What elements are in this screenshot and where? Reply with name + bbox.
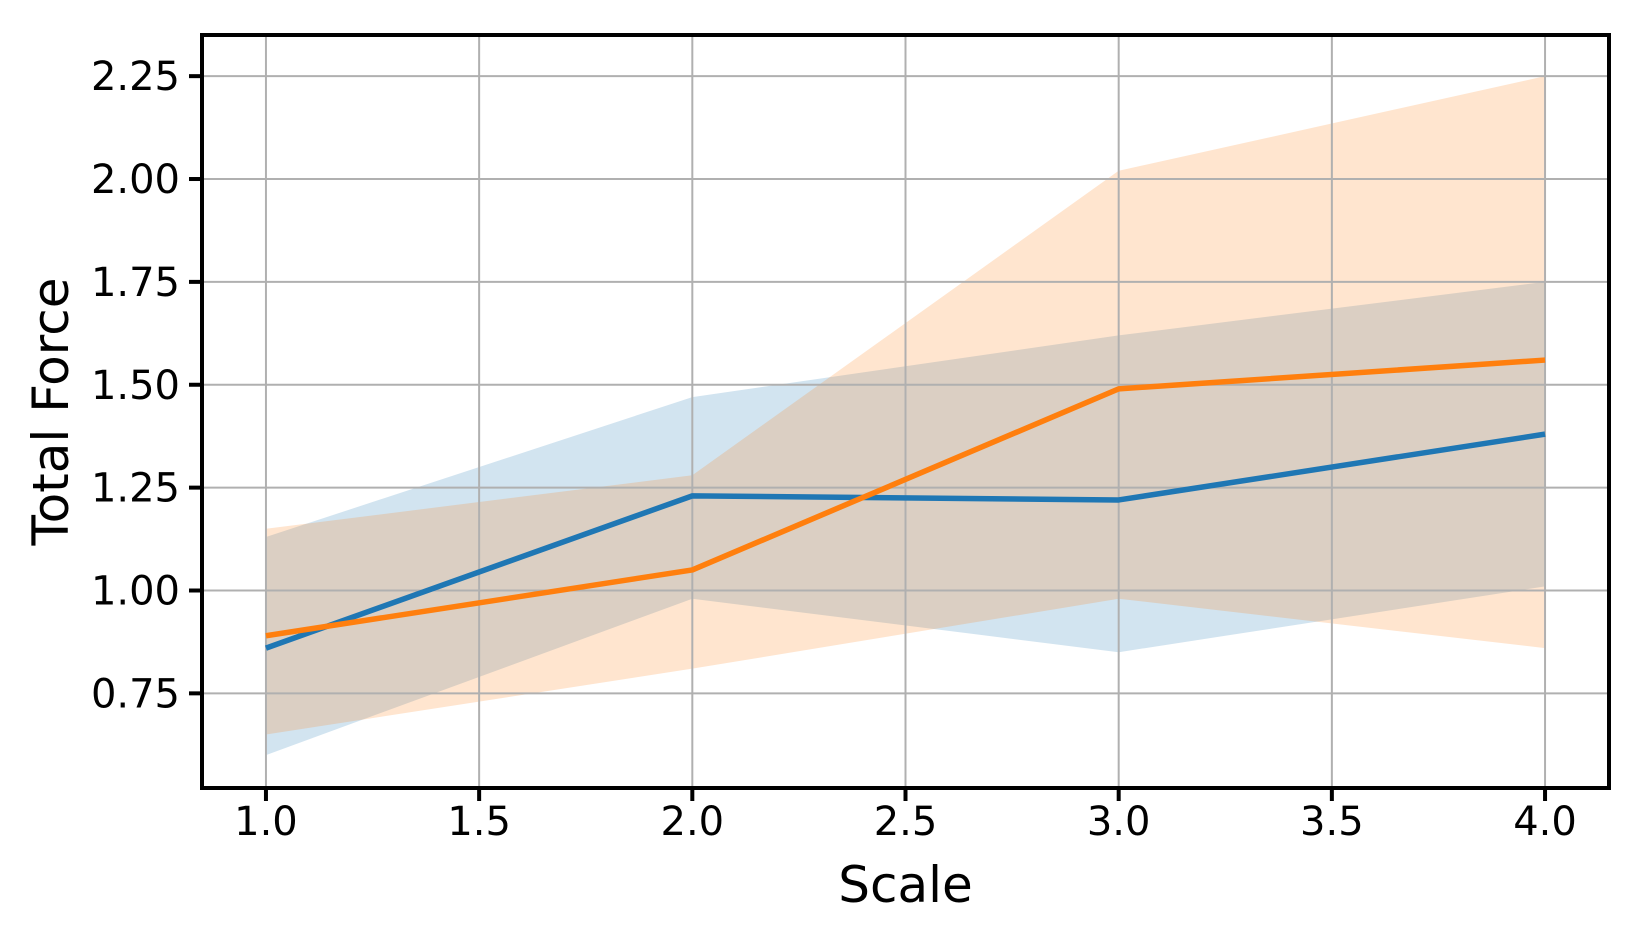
y-tick-label: 2.00: [91, 157, 180, 203]
x-tick-label: 1.5: [447, 799, 511, 845]
blue-series-line: [265, 431, 1546, 651]
y-tick-label: 1.50: [91, 363, 180, 409]
x-tick-label: 2.0: [661, 799, 725, 845]
x-tick-label: 3.5: [1300, 799, 1364, 845]
y-tick-label: 1.75: [91, 260, 180, 306]
x-tick-label: 3.0: [1087, 799, 1151, 845]
y-tick-label: 1.25: [91, 466, 180, 512]
x-axis-label: Scale: [838, 856, 973, 914]
y-tick-label: 2.25: [91, 54, 180, 100]
y-tick-label: 0.75: [91, 671, 180, 717]
y-tick-label: 1.00: [91, 568, 180, 614]
orange-series-line: [265, 357, 1546, 639]
y-axis-label: Total Force: [22, 278, 80, 547]
x-tick-label: 1.0: [234, 799, 298, 845]
x-tick-label: 4.0: [1513, 799, 1577, 845]
x-tick-label: 2.5: [874, 799, 938, 845]
